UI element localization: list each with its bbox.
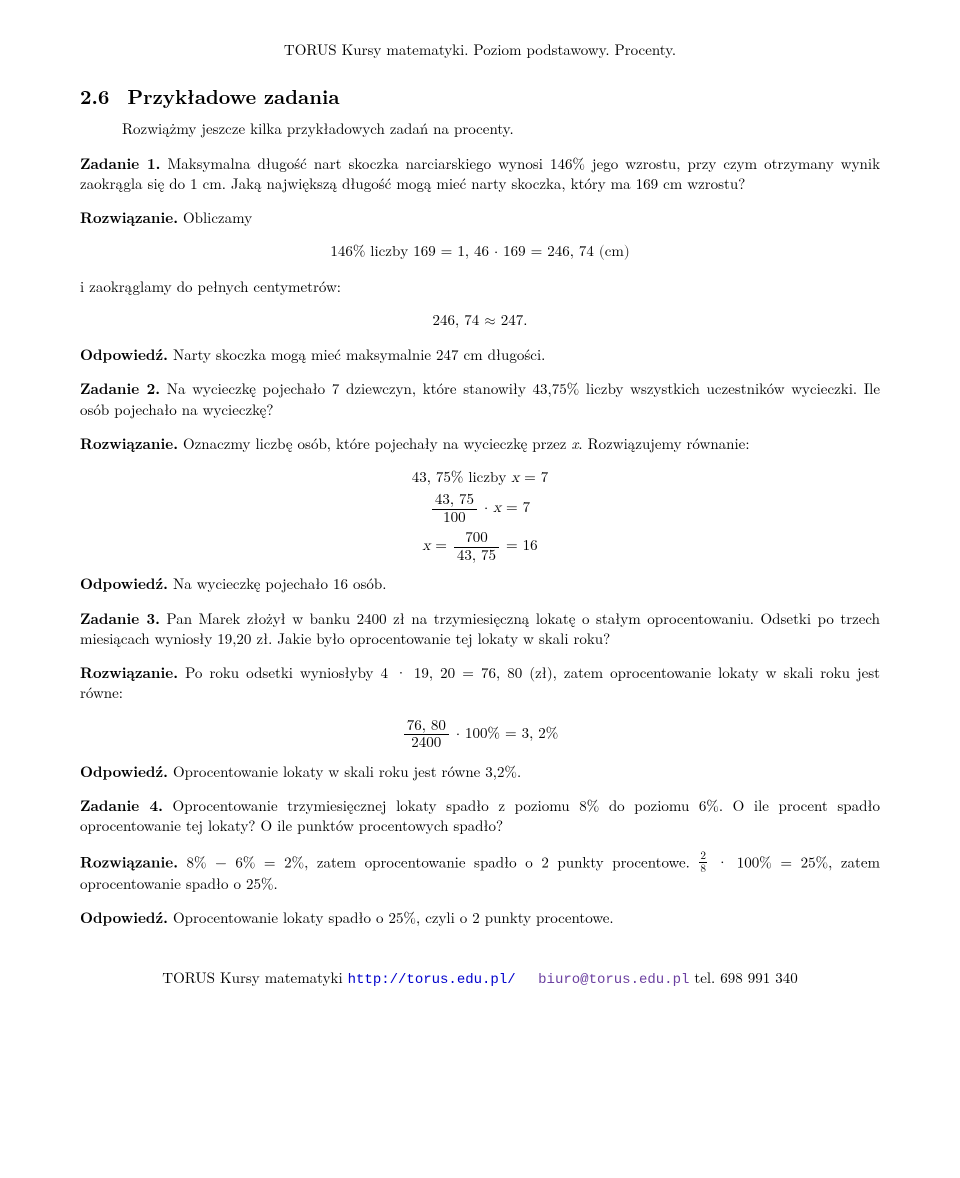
footer-tel-label: tel. (689, 967, 720, 988)
task-4-label: Zadanie 4. (80, 795, 163, 816)
section-heading: Przykładowe zadania (127, 81, 339, 110)
solution-text: Po roku odsetki wyniosłyby 4 · 19, 20 = … (80, 662, 880, 703)
solution-pre: 8% − 6% = 2%, zatem oprocentowanie spadł… (178, 852, 698, 873)
eqA-x: x (511, 470, 519, 485)
eq-post: · 100% = 3, 2% (451, 726, 558, 741)
answer-label: Odpowiedź. (80, 344, 168, 365)
task-2-label: Zadanie 2. (80, 378, 160, 399)
answer-label: Odpowiedź. (80, 761, 168, 782)
task-2-answer: Odpowiedź. Na wycieczkę pojechało 16 osó… (80, 574, 880, 594)
task-3-answer: Odpowiedź. Oprocentowanie lokaty w skali… (80, 762, 880, 782)
answer-text: Narty skoczka mogą mieć maksymalnie 247 … (168, 344, 545, 365)
answer-text: Oprocentowanie lokaty spadło o 25%, czyl… (168, 907, 614, 928)
task-3-eq: 76, 80 2400 · 100% = 3, 2% (80, 718, 880, 752)
task-4-answer: Odpowiedź. Oprocentowanie lokaty spadło … (80, 908, 880, 928)
dot: · (484, 500, 493, 515)
task-3-solution-head: Rozwiązanie. Po roku odsetki wyniosłyby … (80, 663, 880, 704)
page-header: TORUS Kursy matematyki. Poziom podstawow… (80, 40, 880, 60)
solution-post: . Rozwiązujemy równanie: (578, 433, 749, 454)
solution-text: Obliczamy (178, 207, 252, 228)
answer-text: Na wycieczkę pojechało 16 osób. (168, 573, 386, 594)
solution-label: Rozwiązanie. (80, 662, 178, 683)
task-4: Zadanie 4. Oprocentowanie trzymiesięczne… (80, 796, 880, 837)
solution-label: Rozwiązanie. (80, 852, 178, 873)
task-1-mid: i zaokrąglamy do pełnych centymetrów: (80, 277, 880, 297)
footer-email[interactable]: biuro@torus.edu.pl (538, 972, 689, 988)
eqB-num: 43, 75 (432, 492, 477, 510)
footer-tel: 698 991 340 (720, 967, 798, 988)
task-3-label: Zadanie 3. (80, 608, 160, 629)
answer-label: Odpowiedź. (80, 907, 168, 928)
intro-text: Rozwiążmy jeszcze kilka przykładowych za… (122, 119, 880, 139)
task-3: Zadanie 3. Pan Marek złożył w banku 2400… (80, 609, 880, 650)
solution-pre: Oznaczmy liczbę osób, które pojechały na… (178, 433, 571, 454)
eq: = (430, 538, 452, 553)
task-1-label: Zadanie 1. (80, 153, 160, 174)
task-2-eqC: x = 700 43, 75 = 16 (80, 530, 880, 564)
eq-num: 76, 80 (404, 718, 449, 736)
eqA-post: = 7 (519, 470, 548, 485)
task-2: Zadanie 2. Na wycieczkę pojechało 7 dzie… (80, 379, 880, 420)
task-2-eqA: 43, 75% liczby x = 7 (80, 468, 880, 488)
page-footer: TORUS Kursy matematyki http://torus.edu.… (80, 968, 880, 990)
task-1-text: Maksymalna długość nart skoczka narciars… (80, 153, 880, 194)
task-2-solution-head: Rozwiązanie. Oznaczmy liczbę osób, które… (80, 434, 880, 454)
solution-label: Rozwiązanie. (80, 207, 178, 228)
eqC-frac: 700 43, 75 (454, 530, 499, 564)
eqA-pre: 43, 75% liczby (412, 470, 512, 485)
task-2-eqB: 43, 75 100 · x = 7 (80, 492, 880, 526)
eq-den: 2400 (404, 735, 449, 752)
footer-url[interactable]: http://torus.edu.pl/ (348, 972, 516, 988)
eqC-num: 700 (454, 530, 499, 548)
eqB-rhs: = 7 (501, 500, 530, 515)
section-number: 2.6 (80, 82, 109, 109)
task-1-answer: Odpowiedź. Narty skoczka mogą mieć maksy… (80, 345, 880, 365)
answer-text: Oprocentowanie lokaty w skali roku jest … (168, 761, 521, 782)
solution-label: Rozwiązanie. (80, 433, 178, 454)
eqC-rhs: = 16 (501, 538, 538, 553)
eqB-frac: 43, 75 100 (432, 492, 477, 526)
section-title: 2.6 Przykładowe zadania (80, 82, 880, 109)
task-4-solution: Rozwiązanie. 8% − 6% = 2%, zatem oprocen… (80, 850, 880, 894)
eqB-den: 100 (432, 510, 477, 527)
eqC-den: 43, 75 (454, 548, 499, 565)
task-3-text: Pan Marek złożył w banku 2400 zł na trzy… (80, 608, 880, 649)
inline-frac: 28 (699, 850, 707, 874)
answer-label: Odpowiedź. (80, 573, 168, 594)
task-1: Zadanie 1. Maksymalna długość nart skocz… (80, 154, 880, 195)
task-1-eq2: 246, 74 ≈ 247. (80, 311, 880, 331)
task-2-text: Na wycieczkę pojechało 7 dziewczyn, któr… (80, 378, 880, 419)
eqB-x: x (493, 500, 501, 515)
task-1-solution-head: Rozwiązanie. Obliczamy (80, 208, 880, 228)
sfrac-den: 8 (699, 863, 707, 874)
task-1-eq1: 146% liczby 169 = 1, 46 · 169 = 246, 74 … (80, 242, 880, 262)
eq-frac: 76, 80 2400 (404, 718, 449, 752)
task-4-text: Oprocentowanie trzymiesięcznej lokaty sp… (80, 795, 880, 836)
footer-pre: TORUS Kursy matematyki (162, 967, 347, 988)
